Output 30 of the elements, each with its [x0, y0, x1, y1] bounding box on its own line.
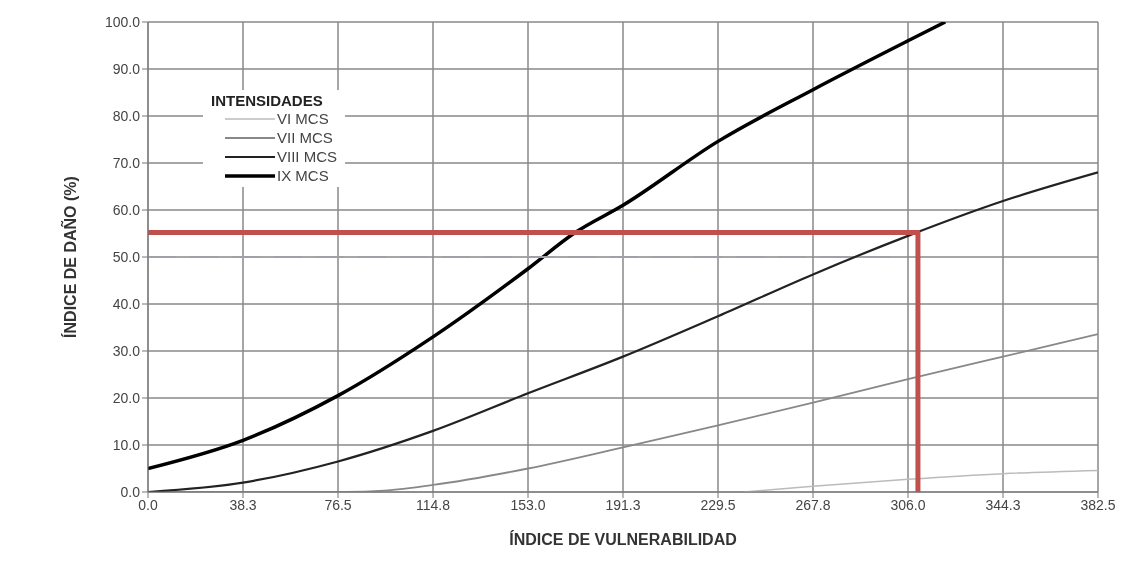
- legend-label: VI MCS: [277, 110, 329, 127]
- x-tick-label: 267.8: [795, 496, 831, 513]
- x-tick-label: 344.3: [985, 496, 1021, 513]
- y-tick-label: 80.0: [112, 107, 141, 124]
- y-tick-label: 50.0: [112, 248, 141, 265]
- x-tick-label: 38.3: [229, 496, 257, 513]
- legend-title: INTENSIDADES: [211, 92, 324, 109]
- x-tick-label: 0.0: [138, 496, 158, 513]
- y-tick-label: 20.0: [112, 389, 141, 406]
- x-tick-label: 306.0: [890, 496, 926, 513]
- x-tick-label: 191.3: [605, 496, 641, 513]
- y-tick-label: 70.0: [112, 154, 141, 171]
- y-tick-label: 30.0: [112, 342, 141, 359]
- y-tick-label: 10.0: [112, 436, 141, 453]
- y-tick-label: 100.0: [104, 13, 141, 30]
- x-tick-label: 114.8: [416, 496, 451, 513]
- x-tick-label: 229.5: [700, 496, 736, 513]
- line-series: [148, 22, 948, 471]
- y-tick-label: 40.0: [112, 295, 141, 312]
- legend-label: VII MCS: [277, 129, 333, 146]
- x-axis-title: ÍNDICE DE VULNERABILIDAD: [509, 530, 737, 549]
- x-tick-label: 382.5: [1080, 496, 1116, 513]
- legend-label: VIII MCS: [277, 148, 338, 165]
- y-axis-title: ÍNDICE DE DAÑO (%): [59, 176, 79, 338]
- x-tick-label: 76.5: [324, 496, 352, 513]
- legend-label: IX MCS: [277, 167, 329, 184]
- y-tick-label: 0.0: [120, 483, 141, 500]
- y-tick-label: 90.0: [112, 60, 141, 77]
- x-tick-label: 153.0: [510, 496, 546, 513]
- y-tick-label: 60.0: [112, 201, 141, 218]
